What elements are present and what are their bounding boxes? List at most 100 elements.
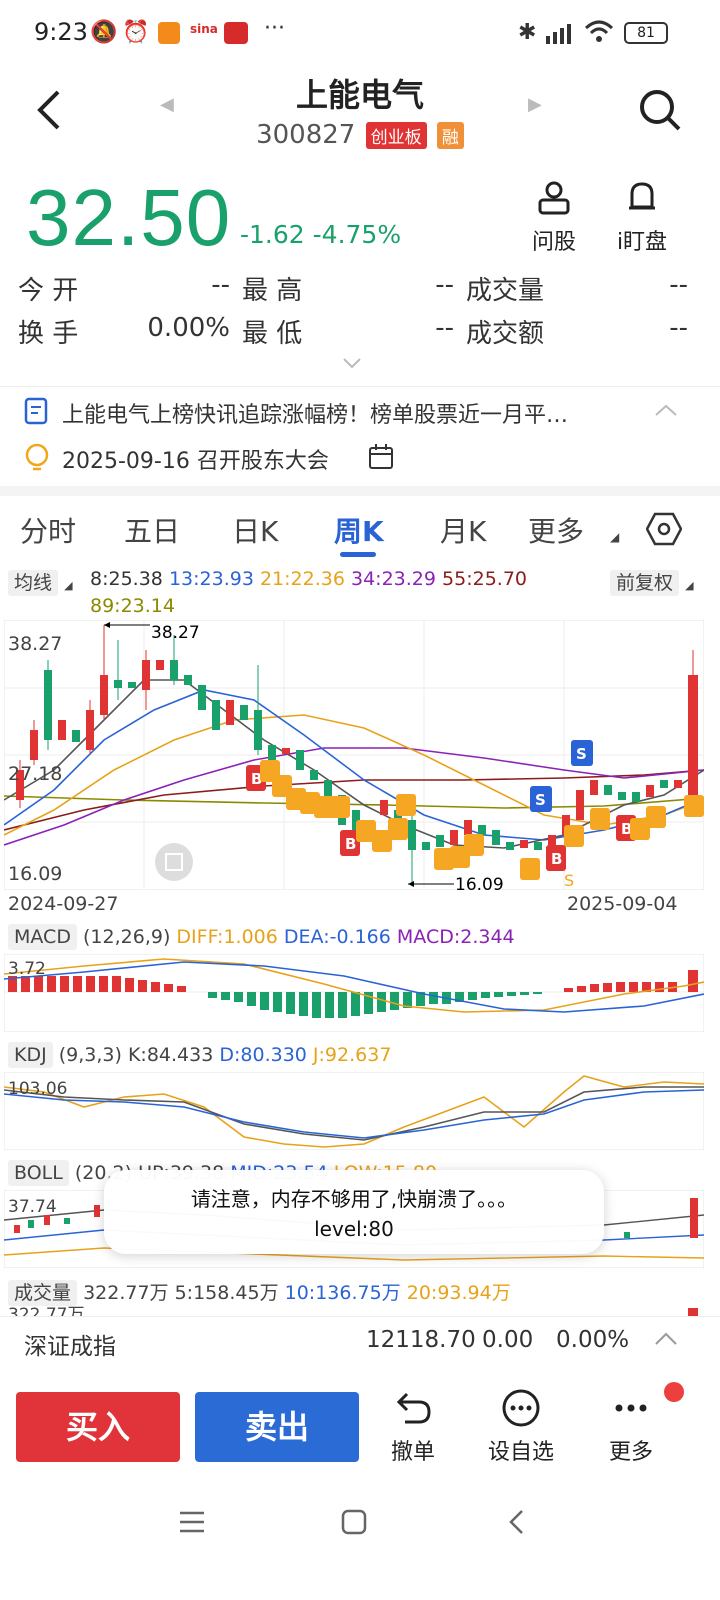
kline-chart[interactable]: B B B B S S S 38.27 16.09 38.27 27.18 16… — [4, 620, 704, 890]
undo-icon — [396, 1392, 431, 1424]
index-name: 深证成指 — [24, 1334, 116, 1360]
news-section: 上能电气上榜快讯追踪涨幅榜！榜单股票近一月平… 2025-09-16 召开股东大… — [0, 386, 720, 486]
kdj-chart[interactable]: 103.06 — [4, 1072, 704, 1150]
signal-markers: B B B B S S S — [246, 740, 704, 890]
settings-hexagon-icon[interactable] — [646, 512, 682, 546]
volume-ma10: 10:136.75万 — [284, 1282, 401, 1304]
ma34-value: 34:23.29 — [351, 568, 436, 590]
ma-dropdown-icon: ◢ — [64, 579, 73, 592]
high-value: -- — [435, 270, 454, 300]
bluetooth-icon: ✱ — [518, 20, 537, 45]
volume-chip[interactable]: 成交量 — [8, 1280, 78, 1306]
menu-icon[interactable] — [178, 1510, 206, 1534]
high-annotation: 38.27 — [151, 623, 200, 643]
cancel-order-button[interactable]: 撤单 — [368, 1388, 458, 1466]
ma55-value: 55:25.70 — [442, 568, 528, 590]
active-tab-indicator — [340, 552, 376, 557]
tab-daily-k[interactable]: 日K — [232, 515, 279, 548]
system-nav-bar — [0, 1490, 720, 1600]
macd-diff: DIFF:1.006 — [176, 926, 278, 948]
current-price: 32.50 — [26, 173, 232, 262]
weibo-notification-icon: sina — [190, 22, 218, 36]
expand-stats-icon[interactable] — [342, 356, 362, 370]
low-annotation: 16.09 — [455, 875, 504, 890]
open-label: 今 开 — [18, 276, 79, 306]
tab-five-day[interactable]: 五日 — [124, 515, 181, 548]
add-calendar-icon[interactable] — [368, 443, 396, 471]
adjust-dropdown-icon: ◢ — [685, 579, 694, 592]
drawing-tool-button[interactable] — [155, 843, 193, 881]
change-value: -1.62 — [240, 220, 305, 249]
tab-weekly-k[interactable]: 周K — [334, 515, 384, 548]
collapse-news-icon[interactable] — [654, 403, 678, 417]
dea-line — [4, 961, 704, 1013]
volume-chart[interactable]: 322.77万 — [4, 1306, 704, 1318]
j-line — [4, 1075, 704, 1148]
watch-tape-button[interactable]: i盯盘 — [602, 180, 682, 256]
tab-monthly-k[interactable]: 月K — [440, 515, 487, 548]
volume-ma20: 20:93.94万 — [406, 1282, 511, 1304]
boll-chip[interactable]: BOLL — [8, 1160, 69, 1186]
stock-code: 300827 — [256, 120, 356, 150]
tab-intraday[interactable]: 分时 — [20, 515, 77, 548]
y-axis-max: 38.27 — [8, 633, 62, 655]
index-change-percent: 0.00% — [556, 1327, 630, 1353]
candles — [16, 625, 698, 885]
home-icon[interactable] — [340, 1508, 368, 1536]
board-tag: 创业板 — [365, 122, 427, 149]
index-bar[interactable]: 深证成指 12118.70 0.00 0.00% — [0, 1316, 720, 1368]
news-headline[interactable]: 上能电气上榜快讯追踪涨幅榜！榜单股票近一月平… — [62, 403, 569, 428]
k-line — [4, 1086, 704, 1141]
nav-back-icon[interactable] — [506, 1508, 526, 1536]
watch-tape-label: i盯盘 — [616, 230, 668, 255]
event-text[interactable]: 2025-09-16 召开股东大会 — [62, 449, 329, 474]
date-start: 2024-09-27 — [8, 893, 119, 915]
back-icon[interactable] — [34, 88, 64, 132]
adjust-chip[interactable]: 前复权 ◢ — [610, 568, 694, 596]
prev-stock-icon[interactable]: ◀ — [160, 94, 174, 115]
macd-chart[interactable]: 3.72 — [4, 954, 704, 1032]
volume-total: 322.77万 — [83, 1282, 169, 1304]
sell-button[interactable]: 卖出 — [195, 1392, 359, 1462]
toast-level: level:80 — [314, 1217, 394, 1241]
notification-dot — [664, 1382, 684, 1402]
ma21-value: 21:22.36 — [259, 568, 345, 590]
pencil-icon — [165, 853, 183, 871]
news-notification-icon — [224, 22, 248, 44]
next-stock-icon[interactable]: ▶ — [528, 94, 542, 115]
volume-axis-label: 322.77万 — [8, 1306, 85, 1318]
more-actions-button[interactable]: 更多 — [586, 1388, 676, 1466]
buy-marker: B — [621, 820, 632, 838]
open-value: -- — [211, 270, 230, 300]
stats-row-1: 今 开 -- 最 高 -- 成交量 -- — [0, 270, 720, 310]
alarm-icon: ⏰ — [122, 20, 150, 45]
expand-index-icon[interactable] — [654, 1331, 678, 1347]
ma-chip[interactable]: 均线 ◢ — [8, 568, 73, 596]
add-watchlist-button[interactable]: 设自选 — [476, 1388, 566, 1466]
stock-code-row: 300827 创业板 融 — [0, 120, 720, 150]
boll-axis-label: 37.74 — [8, 1197, 57, 1217]
app-notification-icon — [158, 22, 180, 44]
lightbulb-icon — [25, 443, 49, 471]
search-icon[interactable] — [638, 88, 682, 132]
buy-button[interactable]: 买入 — [16, 1392, 180, 1462]
kdj-chip[interactable]: KDJ — [8, 1042, 53, 1068]
memory-warning-toast: 请注意，内存不够用了,快崩溃了。。。 level:80 — [104, 1170, 604, 1254]
d-line — [4, 1089, 704, 1139]
document-icon — [24, 397, 48, 425]
battery-level: 81 — [637, 25, 655, 41]
macd-chip[interactable]: MACD — [8, 924, 77, 950]
buy-marker: B — [251, 770, 262, 788]
ask-stock-button[interactable]: 问股 — [514, 180, 594, 256]
volume-ma5: 5:158.45万 — [174, 1282, 279, 1304]
tab-more[interactable]: 更多 — [528, 515, 585, 548]
ma13-line — [4, 689, 704, 841]
volume-label: 成交量 — [466, 276, 545, 306]
buy-marker: B — [345, 835, 356, 853]
dots-circle-icon — [502, 1389, 540, 1427]
macd-axis-label: 3.72 — [8, 959, 46, 979]
more-dropdown-icon: ◢ — [610, 530, 620, 544]
bell-icon — [629, 182, 655, 210]
ma34-line — [4, 747, 704, 846]
amount-label: 成交额 — [466, 319, 545, 349]
